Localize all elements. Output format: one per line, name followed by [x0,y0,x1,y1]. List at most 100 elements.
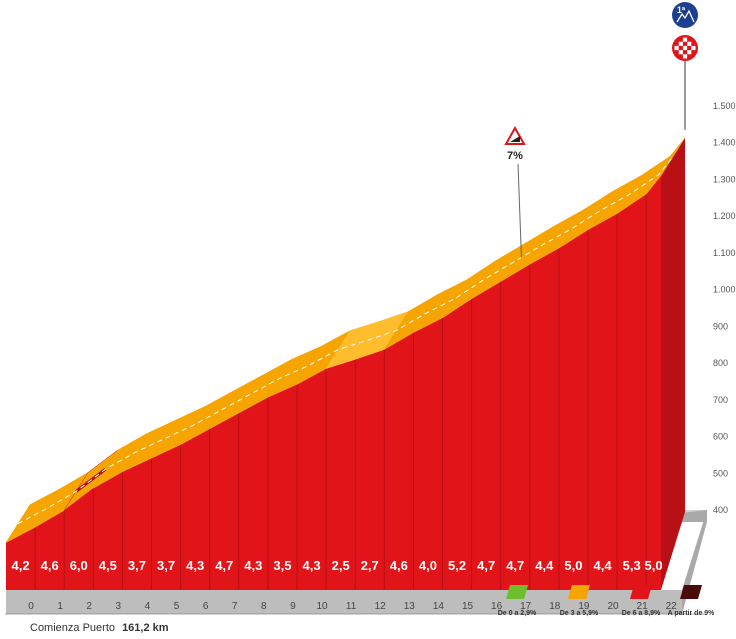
finish-check [691,45,696,51]
warning-slope [510,136,520,142]
x-tick-label: 17 [520,601,532,612]
finish-check [678,50,683,55]
gradient-label: 2,7 [361,558,379,573]
legend-swatch [568,585,590,599]
x-tick-label: 7 [232,601,238,612]
gradient-label: 4,7 [506,558,524,573]
y-tick-label: 900 [713,321,728,331]
gradient-label: 4,3 [303,558,321,573]
gradient-label: 4,5 [99,558,117,573]
y-tick-label: 600 [713,432,728,442]
legend-label: De 3 a 5,9% [560,610,599,617]
y-tick-label: 1.200 [713,211,736,221]
y-tick-label: 1.300 [713,174,736,184]
legend-item: De 3 a 5,9% [560,585,599,617]
y-tick-label: 1.400 [713,138,736,148]
y-axis: 400 500 600 700 800 900 1.000 1.100 1.200 1.300 1.… [713,101,736,515]
finish-check [674,45,679,51]
gradient-label: 4,7 [215,558,233,573]
gradient-label: 5,0 [564,558,582,573]
wall-front-face [6,175,661,590]
legend-label: De 0 a 2,9% [498,610,537,617]
gradient-label: 4,4 [594,558,613,573]
start-km-value: 161,2 km [122,622,169,634]
y-tick-label: 800 [713,358,728,368]
x-tick-label: 3 [116,601,122,612]
finish-check [682,45,688,51]
y-tick-label: 1.000 [713,285,736,295]
x-tick-label: 1 [57,601,63,612]
x-tick-label: 21 [637,601,649,612]
legend-swatch [630,585,652,599]
y-tick-label: 500 [713,468,728,478]
finish-check [687,50,692,55]
x-tick-label: 14 [433,601,445,612]
profile-top-band [5,137,686,544]
annotation-leader [517,163,522,258]
x-tick-label: 13 [404,601,416,612]
annotations: 7% [504,125,526,258]
x-tick-label: 2 [86,601,92,612]
gradient-label: 4,6 [41,558,59,573]
profile-wall [6,137,685,590]
annotation-label: 7% [507,150,523,162]
x-tick-label: 15 [462,601,474,612]
gradient-label: 4,3 [186,558,204,573]
x-tick-label: 0 [28,601,34,612]
gradient-labels: 4,2 4,6 6,0 4,5 3,7 3,7 4,3 4,7 4,3 3,5 4,3 2,5 2,7 4… [12,558,663,573]
first-category-mountain-icon: 1ª [672,2,698,28]
legend: De 0 a 2,9% De 3 a 5,9% De 6 a 8,9% A parti… [498,585,715,617]
gradient-label: 5,0 [645,558,663,573]
x-tick-label: 16 [491,601,503,612]
finish-check [678,41,683,46]
gradient-label: 4,2 [12,558,30,573]
legend-swatch [680,585,702,599]
x-tick-label: 10 [316,601,328,612]
legend-label: A partir de 9% [668,610,716,617]
y-tick-label: 700 [713,395,728,405]
finish-check [682,37,688,42]
y-tick-label: 1.100 [713,248,736,258]
road-center-line [17,156,674,525]
legend-item: De 6 a 8,9% [622,585,661,617]
gradient-label: 6,0 [70,558,88,573]
finish-checkered-flag-icon [672,35,698,61]
badge-mountain [676,9,695,23]
x-axis: 0 1 2 3 4 5 6 7 8 9 10 11 12 13 14 15 16 17 18 19 20 21 22 [5,601,705,615]
steep-gradient-warning-icon [504,125,526,145]
x-tick-label: 9 [290,601,296,612]
finish-check [687,41,692,46]
gradient-label: 3,7 [157,558,175,573]
x-tick-label: 5 [174,601,180,612]
x-tick-label: 4 [145,601,151,612]
finish-markers: 1ª [672,2,698,130]
gradient-label: 4,7 [477,558,495,573]
legend-item: De 0 a 2,9% [498,585,537,617]
y-tick-label: 1.500 [713,101,736,111]
y-tick-label: 400 [713,505,728,515]
x-tick-label: 8 [261,601,267,612]
gradient-label: 5,3 [623,558,641,573]
x-tick-label: 12 [375,601,387,612]
legend-swatch [506,585,528,599]
gradient-label: 3,5 [273,558,291,573]
x-tick-label: 6 [203,601,209,612]
x-tick-label: 11 [346,601,357,612]
gradient-label: 3,7 [128,558,146,573]
x-tick-label: 20 [607,601,619,612]
start-label: Comienza Puerto 161,2 km [30,622,169,634]
gradient-label: 2,5 [332,558,350,573]
badge-circle [672,2,698,28]
legend-item: A partir de 9% [668,585,716,617]
badge-category-label: 1ª [677,5,686,15]
base-plinth-front [6,590,682,614]
gradient-label: 5,2 [448,558,466,573]
km-dividers [34,194,647,590]
wall-right-side [661,137,685,590]
gradient-label: 4,6 [390,558,408,573]
gradient-label: 4,0 [419,558,437,573]
gradient-label: 4,4 [535,558,554,573]
gradient-label: 4,3 [244,558,262,573]
x-tick-label: 22 [666,601,678,612]
